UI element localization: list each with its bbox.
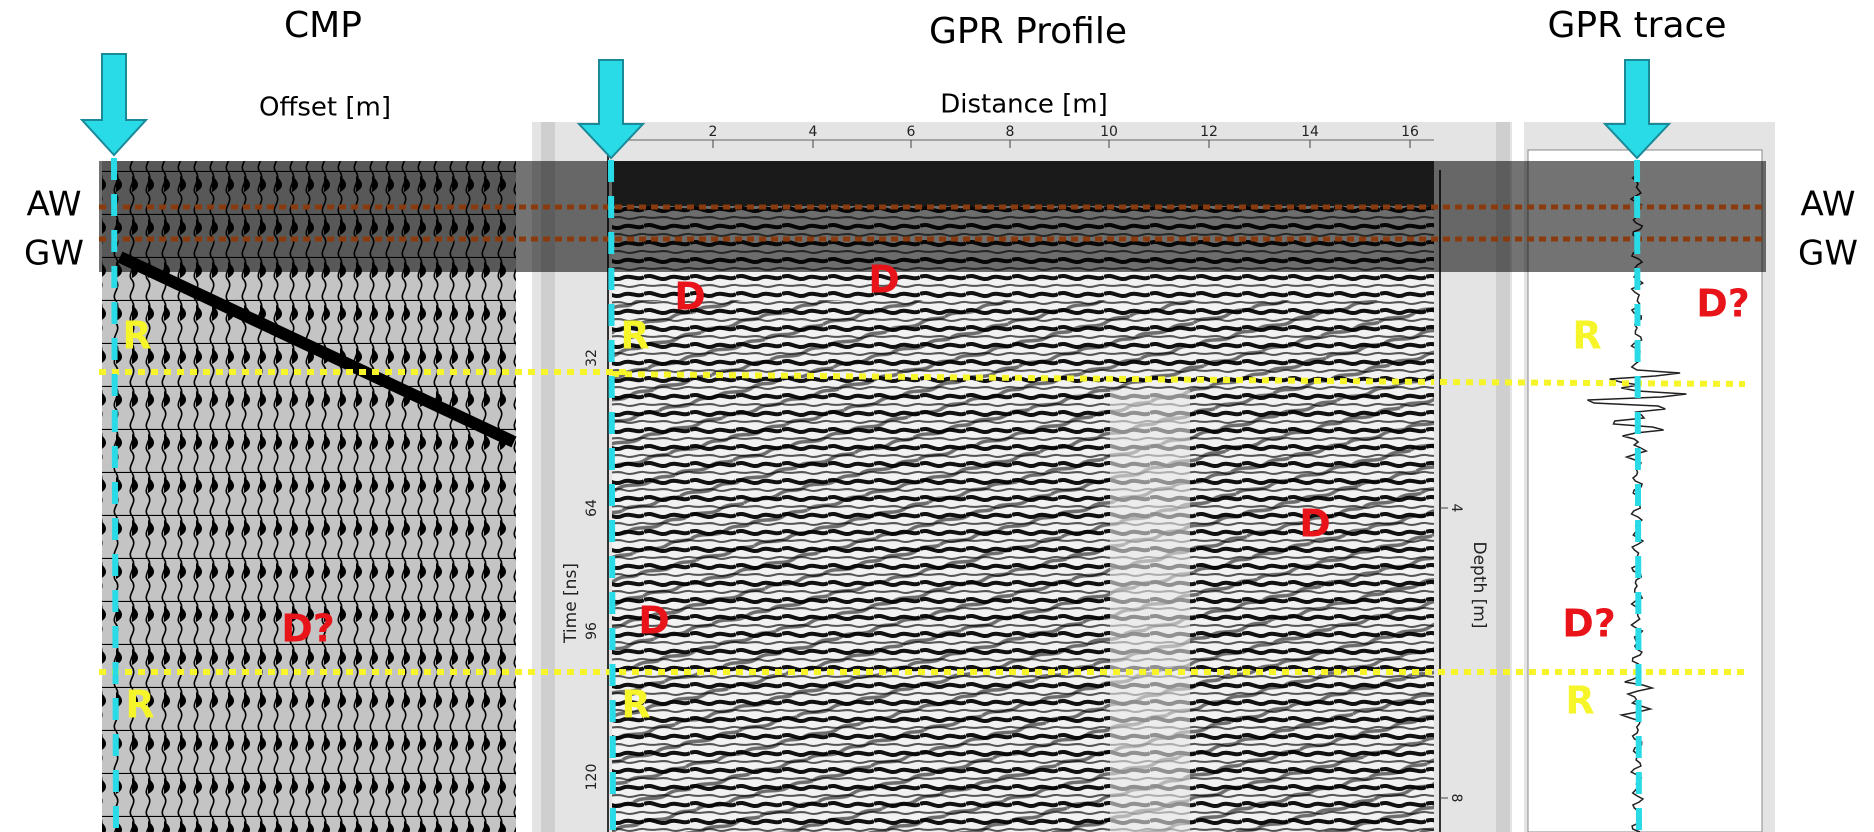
side-label: GW [1798, 234, 1858, 274]
depth-ticks: 48 [1440, 504, 1464, 803]
annotation: R [1565, 679, 1594, 723]
distance-tick-label: 4 [809, 124, 818, 140]
annotation: R [125, 683, 154, 727]
time-tick-label: 64 [584, 499, 600, 517]
annotation: R [620, 314, 649, 358]
annotation: D? [1696, 282, 1750, 326]
panel-title: CMP [284, 5, 362, 46]
distance-tick-label: 2 [709, 124, 718, 140]
distance-tick-label: 12 [1200, 124, 1218, 140]
side-label: GW [24, 234, 84, 274]
annotation: D [674, 275, 706, 319]
air-ground-band [99, 161, 1766, 272]
distance-tick-label: 8 [1006, 124, 1015, 140]
cmp-direct-wave [117, 251, 517, 448]
annotation: R [621, 683, 650, 727]
gpr-faded-zone [1110, 390, 1190, 832]
position-line [111, 157, 119, 832]
time-ticks: 32 64 96 120 [584, 349, 600, 790]
position-arrows [79, 53, 1672, 160]
annotation: D [1299, 502, 1331, 546]
time-tick-label: 32 [584, 349, 600, 367]
annotation: D [638, 599, 670, 643]
panel-title: GPR trace [1548, 5, 1727, 46]
side-label: AW [26, 185, 81, 225]
annotation: D? [281, 607, 335, 651]
gpr-radargram-dips [612, 300, 1434, 832]
arrow [1602, 59, 1672, 160]
axis-label: Distance [m] [940, 90, 1108, 120]
annotation: D? [1562, 602, 1616, 646]
position-line [1634, 159, 1642, 832]
time-tick-label: 120 [584, 764, 600, 791]
annotation: R [122, 314, 151, 358]
arrow [79, 53, 149, 157]
annotation: R [1572, 314, 1601, 358]
gpr-frame-border [1496, 122, 1510, 832]
depth-tick-label: 8 [1448, 794, 1464, 803]
distance-ticks: 2 4 6 8 10 12 14 16 [709, 124, 1419, 148]
axis-label: Offset [m] [259, 93, 391, 123]
depth-tick-label: 4 [1448, 504, 1464, 513]
distance-tick-label: 10 [1100, 124, 1118, 140]
side-label: AW [1800, 185, 1855, 225]
distance-tick-label: 6 [907, 124, 916, 140]
cmp-section [102, 161, 516, 832]
distance-tick-label: 16 [1401, 124, 1419, 140]
arrow [576, 59, 646, 160]
distance-tick-label: 14 [1301, 124, 1319, 140]
gpr-frame-border [541, 122, 555, 832]
panel-title: GPR Profile [929, 11, 1127, 52]
annotation: D [868, 258, 900, 302]
position-line [608, 159, 616, 832]
position-lines [111, 157, 1642, 832]
time-tick-label: 96 [584, 622, 600, 640]
time-axis-label: Time [ns] [561, 563, 581, 644]
depth-axis-label: Depth [m] [1469, 541, 1489, 628]
